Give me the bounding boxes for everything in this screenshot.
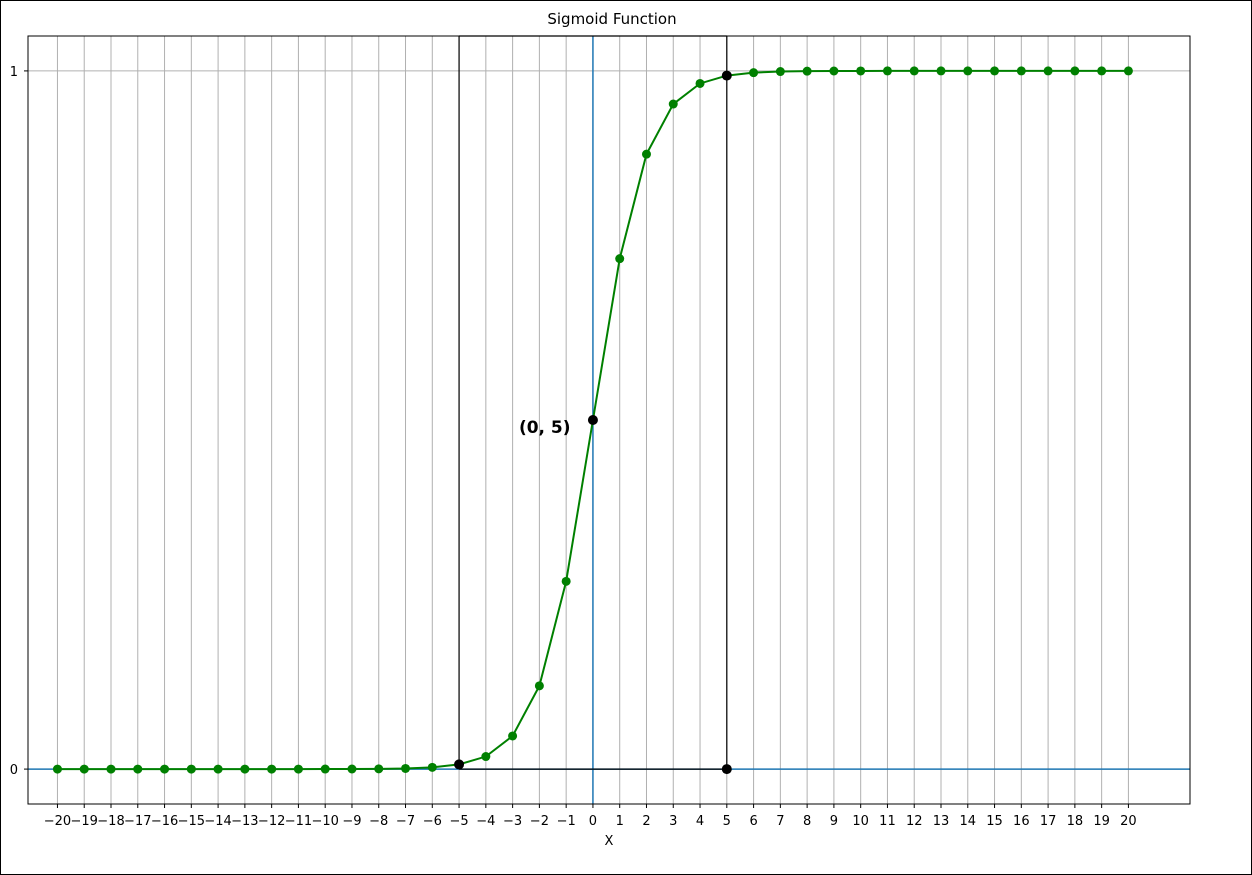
x-tick-label: 17 <box>1040 814 1057 829</box>
x-tick-label: −17 <box>124 814 151 829</box>
data-point <box>213 764 223 774</box>
data-point <box>1043 66 1053 76</box>
data-point <box>481 752 491 762</box>
x-axis-ticks: −20 −19 −18 −17 −16 −15 −14 −13 −12 −11 −10 −9 −8 −7−… <box>44 804 1137 829</box>
x-tick-label: −20 <box>44 814 71 829</box>
data-point <box>52 764 62 774</box>
data-point <box>936 66 946 76</box>
highlight-point <box>721 764 732 775</box>
data-point <box>427 762 437 772</box>
data-point <box>909 66 919 76</box>
data-point <box>829 66 839 76</box>
x-tick-label: 16 <box>1013 814 1030 829</box>
data-point <box>240 764 250 774</box>
data-point <box>668 99 678 109</box>
reference-lines <box>28 35 1190 804</box>
data-point <box>561 576 571 586</box>
highlight-point <box>587 415 598 425</box>
highlight-points <box>454 70 732 775</box>
x-tick-label: −4 <box>476 814 495 829</box>
x-tick-label: 7 <box>776 814 784 829</box>
data-point <box>267 764 277 774</box>
data-point <box>106 764 116 774</box>
x-axis-label: X <box>605 834 614 849</box>
x-tick-label: 18 <box>1067 814 1084 829</box>
x-tick-label: 19 <box>1093 814 1110 829</box>
data-point <box>160 764 170 774</box>
x-tick-label: 2 <box>642 814 650 829</box>
data-point <box>79 764 89 774</box>
point-annotation: (0, 5) <box>519 418 571 438</box>
data-point <box>186 764 196 774</box>
data-point <box>856 66 866 76</box>
data-point <box>775 67 785 77</box>
x-tick-label: −12 <box>258 814 285 829</box>
data-point <box>320 764 330 774</box>
x-tick-label: −18 <box>97 814 124 829</box>
data-point <box>293 764 303 774</box>
x-tick-label: −15 <box>178 814 205 829</box>
data-point <box>882 66 892 76</box>
highlight-point <box>721 70 732 81</box>
x-tick-label: −3 <box>503 814 522 829</box>
y-tick-label: 0 <box>10 763 18 778</box>
x-tick-label: 6 <box>749 814 757 829</box>
y-axis-ticks: 01 <box>10 65 28 778</box>
data-point <box>695 78 705 88</box>
x-tick-label: 10 <box>852 814 869 829</box>
plot-border <box>27 35 1191 805</box>
x-tick-label: 5 <box>723 814 731 829</box>
data-point <box>401 763 411 773</box>
x-tick-label: −16 <box>151 814 178 829</box>
x-tick-label: 4 <box>696 814 704 829</box>
x-tick-label: −5 <box>449 814 468 829</box>
data-point <box>1123 66 1133 76</box>
x-tick-label: 15 <box>986 814 1003 829</box>
x-tick-label: 14 <box>960 814 977 829</box>
data-point <box>133 764 143 774</box>
x-tick-label: 11 <box>879 814 896 829</box>
data-point <box>1016 66 1026 76</box>
data-point <box>374 764 384 774</box>
data-point <box>615 254 625 264</box>
data-point <box>749 68 759 78</box>
y-tick-label: 1 <box>10 65 18 80</box>
x-tick-label: −8 <box>369 814 388 829</box>
data-point <box>534 681 544 691</box>
x-tick-label: −6 <box>423 814 442 829</box>
highlight-point <box>454 759 465 770</box>
x-tick-label: −14 <box>204 814 231 829</box>
x-tick-label: 1 <box>616 814 624 829</box>
x-tick-label: 20 <box>1120 814 1137 829</box>
x-tick-label: 9 <box>830 814 838 829</box>
x-tick-label: 8 <box>803 814 811 829</box>
x-tick-label: −13 <box>231 814 258 829</box>
data-point <box>508 731 518 741</box>
data-point <box>641 149 651 159</box>
x-tick-label: −2 <box>530 814 549 829</box>
grid-lines <box>28 36 1190 804</box>
x-tick-label: −11 <box>285 814 312 829</box>
data-point <box>1097 66 1107 76</box>
x-tick-label: −1 <box>557 814 576 829</box>
x-tick-label: −19 <box>71 814 98 829</box>
x-tick-label: 3 <box>669 814 677 829</box>
data-point <box>990 66 1000 76</box>
x-tick-label: 13 <box>933 814 950 829</box>
data-point <box>802 66 812 76</box>
x-tick-label: 12 <box>906 814 923 829</box>
x-tick-label: −9 <box>342 814 361 829</box>
chart-title: Sigmoid Function <box>547 10 676 28</box>
x-tick-label: 0 <box>589 814 597 829</box>
x-tick-label: −10 <box>311 814 338 829</box>
data-point <box>347 764 357 774</box>
x-tick-label: −7 <box>396 814 415 829</box>
data-point <box>1070 66 1080 76</box>
data-point <box>963 66 973 76</box>
